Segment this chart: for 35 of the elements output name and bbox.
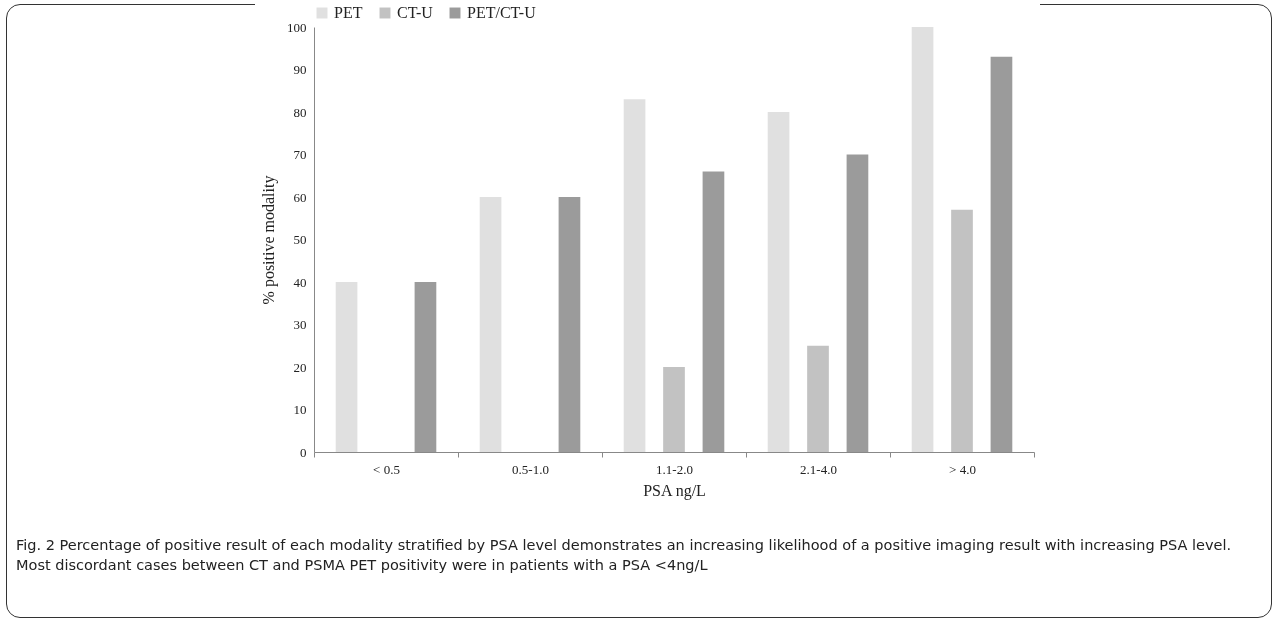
bar <box>990 56 1013 452</box>
y-tick-label: 20 <box>293 359 307 375</box>
bar <box>414 282 437 452</box>
bar <box>767 112 790 452</box>
bar <box>807 345 829 452</box>
y-tick-label: 0 <box>300 444 307 460</box>
bar <box>663 367 685 452</box>
y-tick-label: 30 <box>293 317 307 332</box>
x-tick-label: < 0.5 <box>373 461 400 477</box>
y-tick-label: 100 <box>287 19 307 35</box>
y-tick-label: 70 <box>293 147 307 162</box>
x-tick-label: 1.1-2.0 <box>656 461 693 477</box>
bar <box>846 154 869 452</box>
y-tick-label: 90 <box>293 62 307 77</box>
bar <box>702 171 725 452</box>
y-axis-title: % positive modality <box>260 175 278 305</box>
x-tick-label: 0.5-1.0 <box>512 461 549 477</box>
legend-label: PET <box>334 4 363 21</box>
legend-label: CT-U <box>397 4 434 21</box>
bar <box>951 209 973 452</box>
y-tick-label: 80 <box>293 104 307 120</box>
y-tick-label: 60 <box>293 189 307 205</box>
y-tick-label: 50 <box>293 232 307 247</box>
caption: Fig. 2 Percentage of positive result of each modality stratified by PSA level demonstrates an increasing likelihood of a positive imaging result with increasing PSA level. Most discordant cases between CT and PSMA PET positivity were in patients with a PSA <4ng/L <box>16 536 1233 575</box>
legend-label: PET/CT-U <box>467 4 537 21</box>
bar <box>623 99 646 452</box>
x-axis-title: PSA ng/L <box>643 481 706 500</box>
y-tick-label: 40 <box>293 274 307 290</box>
y-tick-label: 10 <box>293 402 307 417</box>
x-tick-label: > 4.0 <box>949 461 976 477</box>
bar <box>558 197 581 452</box>
x-tick-label: 2.1-4.0 <box>800 461 837 477</box>
bar <box>479 197 502 452</box>
bar <box>335 282 358 452</box>
bar <box>911 27 934 452</box>
